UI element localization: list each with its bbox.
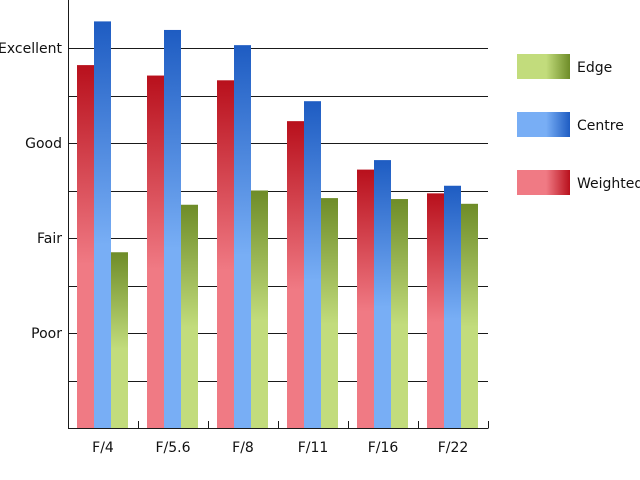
y-tick-label-fair: Fair [37, 231, 62, 247]
y-tick-label-excellent: Excellent [0, 41, 63, 57]
bar-edge-f-4 [111, 252, 128, 428]
axes [68, 0, 489, 429]
legend-swatch-edge [517, 54, 570, 79]
x-tick-label-f-11: F/11 [298, 440, 329, 456]
grid-lines [68, 48, 488, 382]
bar-edge-f-8 [251, 190, 268, 428]
bar-centre-f-16 [374, 160, 391, 428]
bar-edge-f-5-6 [181, 204, 198, 428]
legend-label-centre: Centre [577, 118, 624, 134]
bar-centre-f-11 [304, 101, 321, 428]
y-tick-labels: Poor Fair Good Excellent [0, 41, 63, 342]
y-tick-label-poor: Poor [31, 326, 62, 342]
x-tick-labels: F/4 F/5.6 F/8 F/11 F/16 F/22 [92, 440, 468, 456]
bar-edge-f-11 [321, 198, 338, 428]
legend: Edge Centre Weighted [517, 54, 640, 195]
legend-item-centre: Centre [517, 112, 624, 137]
legend-swatch-weighted [517, 170, 570, 195]
legend-label-edge: Edge [577, 60, 612, 76]
bar-weighted-f-4 [77, 65, 94, 428]
legend-swatch-centre [517, 112, 570, 137]
y-tick-label-good: Good [25, 136, 62, 152]
x-tick-label-f-4: F/4 [92, 440, 114, 456]
legend-item-weighted: Weighted [517, 170, 640, 195]
bar-centre-f-5-6 [164, 29, 181, 428]
bar-centre-f-8 [234, 45, 251, 429]
bar-edge-f-22 [461, 203, 478, 428]
bar-weighted-f-11 [287, 121, 304, 429]
bar-centre-f-4 [94, 21, 111, 429]
x-tick-label-f-8: F/8 [232, 440, 254, 456]
x-tick-label-f-5-6: F/5.6 [155, 440, 190, 456]
legend-item-edge: Edge [517, 54, 612, 79]
bars [77, 21, 478, 429]
bar-weighted-f-8 [217, 80, 234, 429]
bar-centre-f-22 [444, 185, 461, 428]
bar-weighted-f-5-6 [147, 75, 164, 429]
legend-label-weighted: Weighted [577, 176, 640, 192]
x-tick-label-f-16: F/16 [368, 440, 399, 456]
bar-edge-f-16 [391, 199, 408, 428]
bar-weighted-f-16 [357, 169, 374, 428]
bar-weighted-f-22 [427, 193, 444, 428]
x-tick-label-f-22: F/22 [438, 440, 469, 456]
